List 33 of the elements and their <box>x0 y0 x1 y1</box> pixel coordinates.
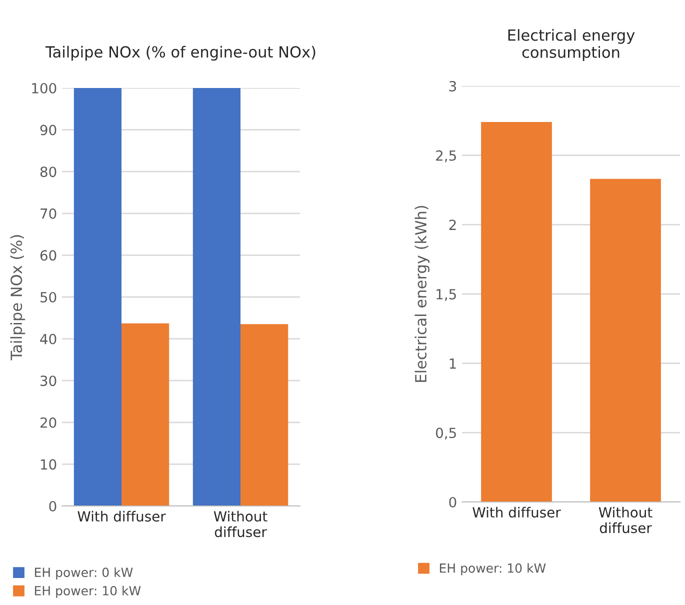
y-tick-label: 20 <box>40 417 56 428</box>
chart-title: Electrical energy consumption <box>508 29 635 61</box>
y-tick-label: 2 <box>449 220 456 230</box>
legend-label: EH power: 10 kW <box>440 563 546 576</box>
y-tick-label: 3 <box>449 80 456 92</box>
x-tick-label: Without diffuser <box>214 510 268 538</box>
y-tick-label: 50 <box>40 292 56 302</box>
bar <box>74 88 122 506</box>
bar <box>122 323 170 506</box>
y-tick-label: 1 <box>450 358 456 369</box>
bar <box>192 88 240 506</box>
y-tick-label: 0 <box>449 496 456 508</box>
bar <box>240 324 288 506</box>
y-axis-title: Tailpipe NOx (%) <box>10 235 26 360</box>
y-tick-label: 0 <box>49 500 56 512</box>
y-tick-label: 70 <box>40 208 56 219</box>
y-tick-label: 0,5 <box>436 428 456 440</box>
legend-label: EH power: 10 kW <box>34 586 141 598</box>
x-tick-label: Without diffuser <box>598 506 652 534</box>
y-tick-label: 100 <box>32 82 56 94</box>
y-tick-label: 1,5 <box>436 289 456 301</box>
y-tick-label: 2,5 <box>436 150 456 162</box>
y-tick-label: 60 <box>40 250 56 261</box>
y-axis-title: Electrical energy (kWh) <box>414 206 430 382</box>
x-tick-label: With diffuser <box>472 506 561 518</box>
y-tick-label: 80 <box>40 166 56 178</box>
y-tick-label: 10 <box>40 459 56 470</box>
x-tick-label: With diffuser <box>78 510 166 522</box>
y-tick-label: 90 <box>40 124 56 136</box>
y-tick-label: 40 <box>40 334 56 344</box>
y-tick-label: 30 <box>40 376 56 386</box>
legend-label: EH power: 0 kW <box>34 567 133 580</box>
chart-title: Tailpipe NOx (% of engine-out NOx) <box>45 46 316 61</box>
